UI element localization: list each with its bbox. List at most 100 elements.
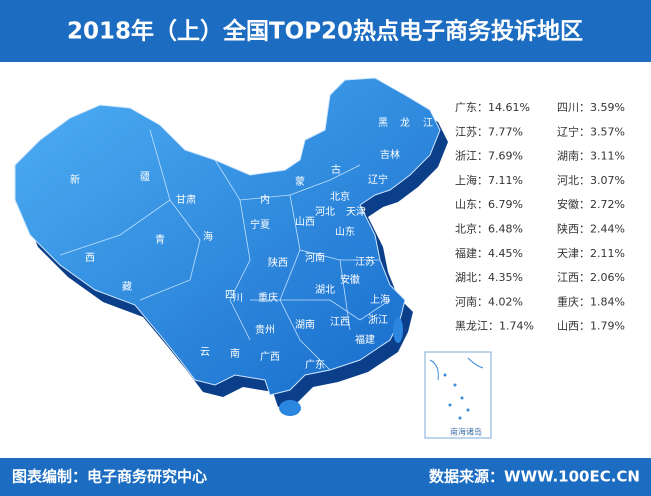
hainan — [279, 400, 301, 416]
map-label: 藏 — [122, 281, 132, 293]
map-label: 河北 — [315, 206, 335, 218]
province-share: 3.59% — [590, 101, 625, 114]
map-label: 云 — [200, 347, 210, 358]
province-name: 河南： — [455, 295, 488, 308]
province-name: 山东： — [455, 198, 488, 211]
province-name: 四川： — [557, 101, 590, 114]
map-label: 江西 — [330, 316, 350, 328]
province-name: 福建： — [455, 246, 488, 260]
map-label: 辽宁 — [368, 173, 388, 186]
map-label: 湖北 — [315, 284, 335, 296]
ranking-entry: 河北：3.07% — [557, 174, 625, 187]
map-label: 宁夏 — [250, 218, 270, 231]
map-label: 川 — [233, 293, 243, 304]
map-label: 江 — [423, 117, 433, 129]
ranking-entry: 江苏：7.77% — [455, 125, 523, 138]
map-label: 福建 — [355, 333, 375, 346]
ranking-entry: 广东：14.61% — [455, 101, 530, 114]
ranking-entry: 湖南：3.11% — [557, 150, 625, 163]
footer-bar — [0, 458, 651, 496]
province-name: 山西： — [557, 320, 590, 333]
province-share: 1.84% — [590, 295, 625, 308]
inset-label: 南海诸岛 — [450, 427, 482, 437]
province-share: 3.11% — [590, 150, 625, 163]
ranking-entry: 福建：4.45% — [455, 246, 523, 260]
province-borders — [59, 129, 391, 371]
province-share: 14.61% — [488, 101, 530, 114]
province-name: 江苏： — [455, 125, 488, 138]
province-name: 天津： — [557, 247, 590, 260]
ranking-entry: 江西：2.06% — [557, 271, 625, 284]
province-share: 4.45% — [488, 247, 523, 260]
province-share: 2.44% — [590, 223, 625, 236]
province-share: 2.72% — [590, 198, 625, 211]
map-label: 北京 — [330, 190, 350, 203]
province-share: 1.79% — [590, 320, 625, 333]
map-label: 广东 — [305, 358, 325, 371]
map-label: 吉林 — [380, 148, 400, 161]
map-label: 甘肃 — [176, 193, 196, 206]
ranking-entry: 山西：1.79% — [557, 320, 625, 333]
province-share: 6.48% — [488, 223, 523, 236]
map-label: 浙江 — [368, 314, 388, 326]
map-label: 天津 — [346, 206, 366, 218]
province-name: 重庆： — [557, 294, 590, 308]
ranking-entry: 北京：6.48% — [455, 222, 523, 236]
ranking-entry: 天津：2.11% — [557, 247, 625, 260]
ranking-entry: 上海：7.11% — [455, 173, 523, 187]
province-name: 安徽： — [557, 197, 590, 211]
map-label: 海 — [203, 230, 213, 243]
province-share: 7.77% — [488, 125, 523, 138]
province-name: 湖北： — [455, 271, 488, 284]
ranking-entry: 重庆：1.84% — [557, 294, 625, 308]
province-name: 湖南： — [557, 150, 590, 163]
ranking-entry: 安徽：2.72% — [557, 197, 625, 211]
title: 2018年（上）全国TOP20热点电子商务投诉地区 — [67, 18, 583, 45]
map-label: 古 — [331, 163, 341, 176]
map-label: 蒙 — [295, 175, 305, 188]
province-share: 7.11% — [488, 174, 523, 187]
map-label: 山西 — [295, 216, 315, 228]
ranking-entry: 四川：3.59% — [557, 101, 625, 114]
map-label: 贵州 — [255, 323, 275, 336]
province-name: 浙江： — [455, 150, 488, 163]
inset-box — [424, 351, 492, 439]
map-label: 上海 — [370, 293, 390, 306]
ranking-entry: 山东：6.79% — [455, 198, 523, 211]
map-label: 安徽 — [340, 273, 360, 286]
map: 新疆西藏青 海甘肃 内蒙古宁夏陕西山西河北北京天津辽宁吉林黑龙江山东河南 江苏安徽湖北… — [14, 77, 492, 439]
province-name: 广东： — [455, 101, 488, 114]
province-share: 4.35% — [488, 271, 523, 284]
map-label: 新 — [70, 173, 80, 186]
map-label: 龙 — [400, 116, 410, 129]
map-label: 疆 — [140, 171, 150, 183]
inset-coast — [429, 357, 484, 381]
province-share: 3.07% — [590, 174, 625, 187]
province-name: 江西： — [557, 271, 590, 284]
china-outline — [14, 77, 441, 396]
map-label: 湖南 — [295, 318, 315, 331]
map-label: 南 — [230, 347, 240, 360]
ranking-entry: 浙江：7.69% — [455, 150, 523, 163]
map-label: 黑 — [378, 117, 388, 129]
footer-compiler: 图表编制：电子商务研究中心 — [12, 468, 207, 486]
map-label: 江苏 — [355, 255, 375, 268]
province-name: 北京： — [455, 222, 488, 236]
map-label: 山东 — [335, 225, 355, 238]
header-bar — [0, 0, 651, 62]
province-share: 6.79% — [488, 198, 523, 211]
province-name: 辽宁： — [557, 124, 590, 138]
province-name: 上海： — [455, 173, 488, 187]
map-label: 内 — [260, 193, 270, 206]
map-label: 西 — [85, 253, 95, 264]
province-share: 3.57% — [590, 125, 625, 138]
province-share: 1.74% — [499, 320, 534, 333]
ranking-entry: 黑龙江：1.74% — [455, 320, 534, 333]
province-share: 7.69% — [488, 150, 523, 163]
footer-source: 数据来源：WWW.100EC.CN — [429, 468, 640, 486]
province-share: 2.11% — [590, 247, 625, 260]
map-label: 广西 — [260, 351, 280, 363]
province-share: 2.06% — [590, 271, 625, 284]
map-label: 重庆 — [258, 291, 278, 304]
